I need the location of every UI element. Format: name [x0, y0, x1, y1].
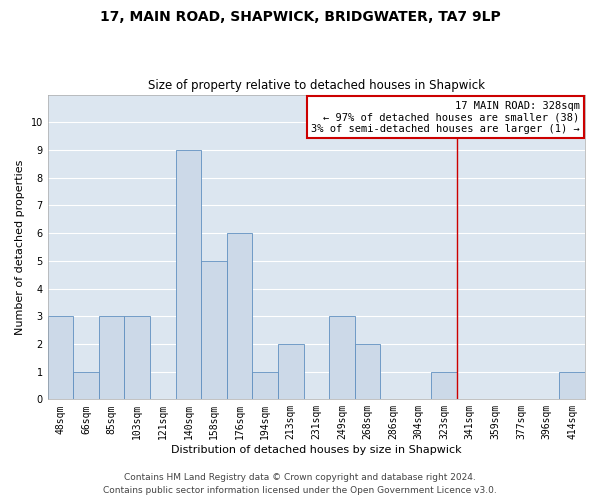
X-axis label: Distribution of detached houses by size in Shapwick: Distribution of detached houses by size …	[171, 445, 461, 455]
Title: Size of property relative to detached houses in Shapwick: Size of property relative to detached ho…	[148, 79, 485, 92]
Bar	[355, 344, 380, 400]
Bar	[73, 372, 99, 400]
Bar	[176, 150, 201, 400]
Text: 17 MAIN ROAD: 328sqm
← 97% of detached houses are smaller (38)
3% of semi-detach: 17 MAIN ROAD: 328sqm ← 97% of detached h…	[311, 100, 580, 134]
Bar	[559, 372, 585, 400]
Bar	[278, 344, 304, 400]
Bar	[253, 372, 278, 400]
Bar	[227, 233, 253, 400]
Bar	[329, 316, 355, 400]
Bar	[431, 372, 457, 400]
Bar	[201, 261, 227, 400]
Text: Contains HM Land Registry data © Crown copyright and database right 2024.
Contai: Contains HM Land Registry data © Crown c…	[103, 474, 497, 495]
Bar	[47, 316, 73, 400]
Y-axis label: Number of detached properties: Number of detached properties	[15, 160, 25, 334]
Bar	[124, 316, 150, 400]
Bar	[99, 316, 124, 400]
Text: 17, MAIN ROAD, SHAPWICK, BRIDGWATER, TA7 9LP: 17, MAIN ROAD, SHAPWICK, BRIDGWATER, TA7…	[100, 10, 500, 24]
